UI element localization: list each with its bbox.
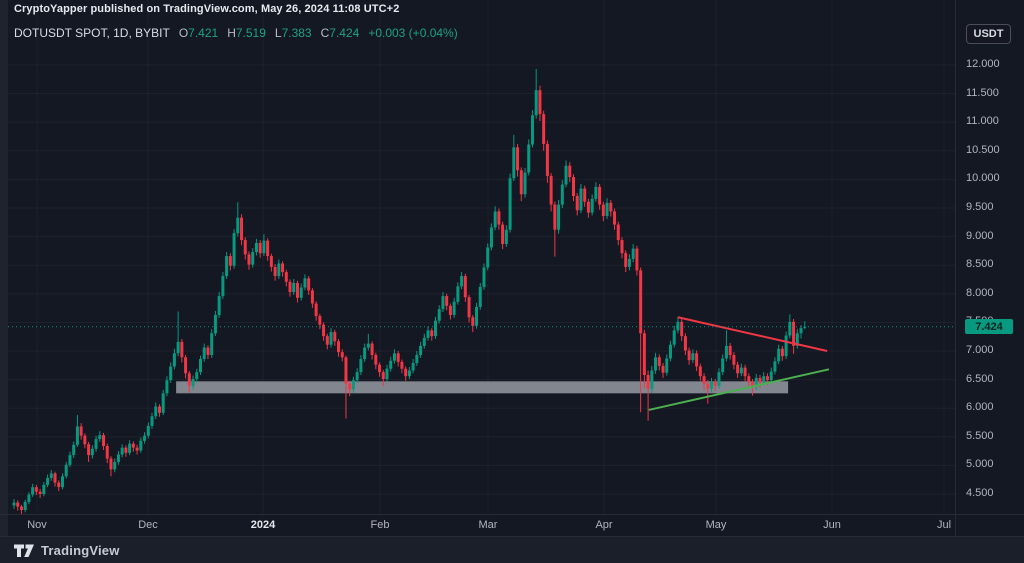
price-tick-label: 5.500 [966, 429, 994, 442]
time-tick-month-label: May [705, 519, 727, 531]
time-tick-month-label: Dec [138, 519, 158, 531]
time-tick-month-label: Jun [823, 519, 841, 531]
price-tick-label: 8.000 [966, 286, 994, 299]
attribution-text: CryptoYapper published on TradingView.co… [14, 3, 400, 15]
price-tick-label: 9.500 [966, 201, 994, 213]
time-tick-year-label: 2024 [250, 519, 276, 531]
ascending-trendline[interactable] [648, 368, 830, 411]
price-tick-label: 11.000 [966, 115, 999, 128]
legend-close: C 7.424 [320, 26, 360, 40]
tradingview-brand-text: TradingView [41, 542, 120, 558]
time-tick-month-label: Mar [478, 519, 498, 531]
tradingview-logo-link[interactable]: TradingView [13, 542, 120, 559]
footer-bar: TradingView [0, 537, 1024, 563]
price-tick-label: 7.000 [966, 344, 994, 356]
price-tick-label: 10.000 [966, 172, 1000, 185]
time-tick-month-label: Apr [595, 519, 613, 531]
time-tick-month-label: Jul [936, 519, 952, 531]
legend-change: +0.003 (+0.04%) [368, 26, 458, 40]
price-tick-label: 6.000 [966, 401, 994, 414]
price-tick-label: 10.500 [966, 143, 1000, 156]
legend-low: L 7.383 [274, 26, 312, 40]
descending-trendline[interactable] [677, 316, 828, 352]
price-tick-label: 11.500 [966, 86, 999, 99]
price-scale-panel[interactable]: 12.000 11.500 11.000 10.500 10.000 9.500 9.000… [955, 0, 1024, 537]
legend-open: O 7.421 [178, 26, 219, 40]
time-tick-month-label: Nov [27, 519, 47, 531]
price-tick-label: 5.000 [966, 458, 994, 471]
currency-toggle-button[interactable]: USDT [966, 24, 1011, 44]
support-zone-rectangle[interactable] [176, 381, 789, 394]
legend-symbol-text[interactable]: DOTUSDT SPOT, 1D, BYBIT [14, 26, 170, 40]
candlestick-series [12, 69, 807, 515]
chart-area[interactable] [8, 0, 955, 515]
price-tick-label: 12.000 [966, 58, 1000, 70]
price-tick-label: 8.500 [966, 258, 994, 271]
chart-canvas[interactable] [8, 0, 955, 515]
price-tick-label: 4.500 [966, 487, 994, 499]
last-price-tag: 7.424 [965, 319, 1013, 334]
tradingview-icon [14, 544, 34, 557]
time-tick-month-label: Feb [370, 519, 390, 531]
price-tick-label: 6.500 [966, 372, 994, 385]
time-scale-panel[interactable]: Nov Dec 2024 Feb Mar Apr May Jun Jul [0, 514, 1024, 537]
legend-high: H 7.519 [227, 26, 266, 40]
left-edge-gutter [0, 0, 8, 563]
price-tick-label: 9.000 [966, 229, 994, 242]
